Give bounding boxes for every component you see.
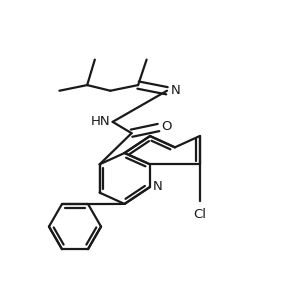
Text: HN: HN [91, 115, 110, 129]
Text: N: N [170, 84, 180, 97]
Text: Cl: Cl [193, 208, 206, 221]
Text: O: O [161, 121, 172, 133]
Text: N: N [153, 181, 162, 193]
